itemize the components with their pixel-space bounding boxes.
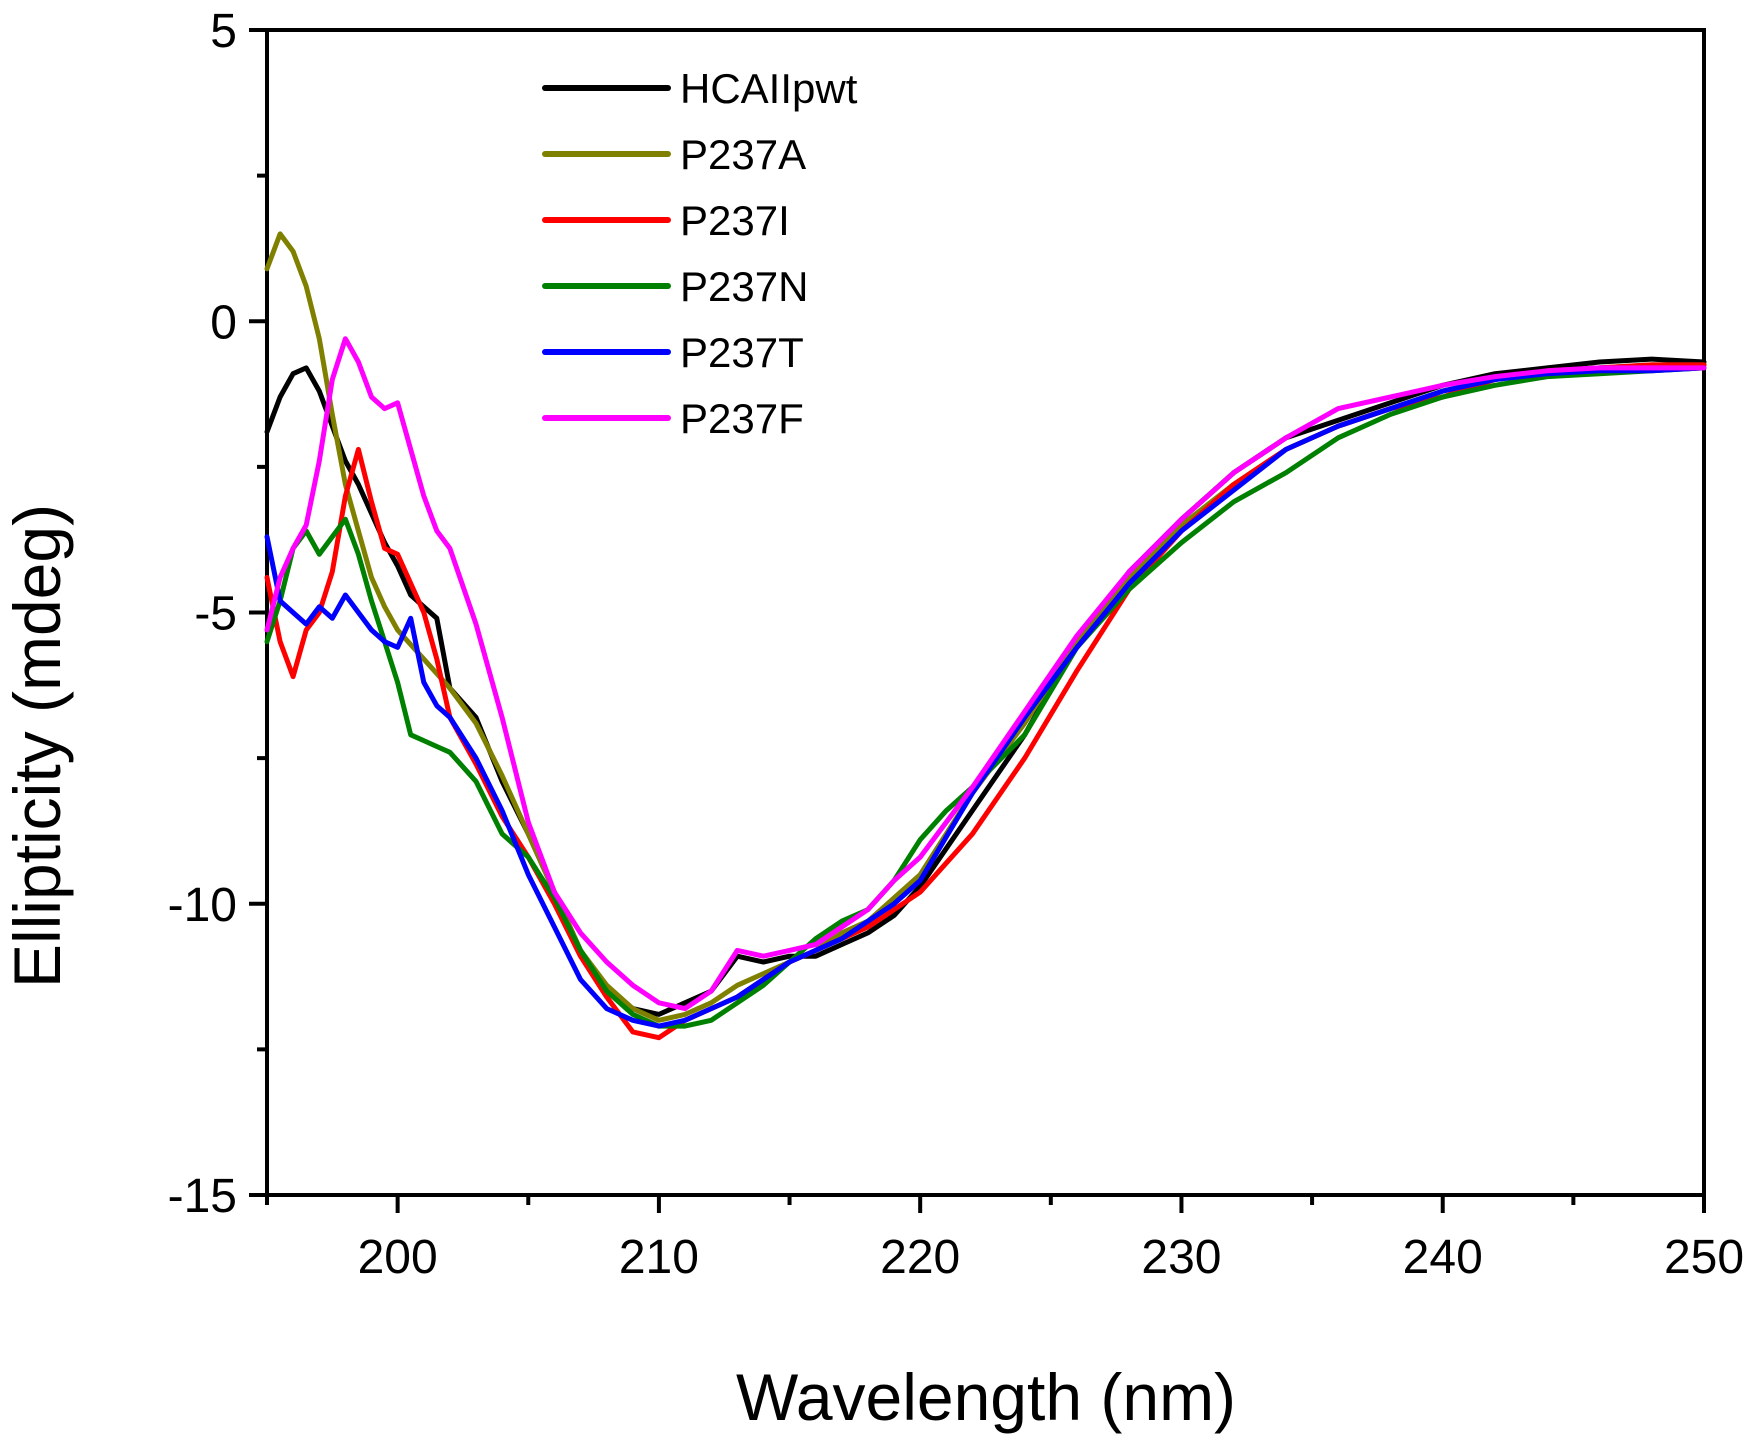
y-tick-label: 0 xyxy=(210,296,237,349)
series-line-p237n xyxy=(264,365,1707,1029)
legend-label-p237i: P237I xyxy=(680,197,790,244)
y-tick-label: 5 xyxy=(210,5,237,58)
x-tick-label: 210 xyxy=(619,1231,699,1284)
series-line-p237f xyxy=(264,336,1707,1012)
series-lines xyxy=(264,231,1707,1041)
legend-label-hcaiipwt: HCAIIpwt xyxy=(680,65,858,112)
legend: HCAIIpwt P237A P237I P237N P237T P237F xyxy=(542,65,858,442)
plot-border xyxy=(265,28,1706,1197)
x-axis-title: Wavelength (nm) xyxy=(736,1360,1236,1434)
y-tick-label: -10 xyxy=(168,879,237,932)
legend-label-p237f: P237F xyxy=(680,395,804,442)
series-line-p237a xyxy=(264,231,1707,1023)
axes: 200 210 220 230 240 250 -15 -10 -5 0 5 xyxy=(168,5,1744,1284)
plot-frame xyxy=(265,28,1706,1197)
series-line-p237t xyxy=(264,365,1707,1029)
series-line-hcaiipwt xyxy=(264,356,1707,1017)
y-axis-title: Ellipticity (mdeg) xyxy=(0,504,74,988)
legend-label-p237n: P237N xyxy=(680,263,808,310)
y-tick-label: -5 xyxy=(194,588,237,641)
x-tick-label: 240 xyxy=(1403,1231,1483,1284)
series-line-p237i xyxy=(264,362,1707,1041)
y-tick-label: -15 xyxy=(168,1170,237,1223)
x-tick-label: 200 xyxy=(358,1231,438,1284)
x-tick-label: 220 xyxy=(880,1231,960,1284)
x-tick-label: 230 xyxy=(1141,1231,1221,1284)
legend-label-p237a: P237A xyxy=(680,131,806,178)
x-tick-label: 250 xyxy=(1664,1231,1744,1284)
legend-label-p237t: P237T xyxy=(680,329,804,376)
